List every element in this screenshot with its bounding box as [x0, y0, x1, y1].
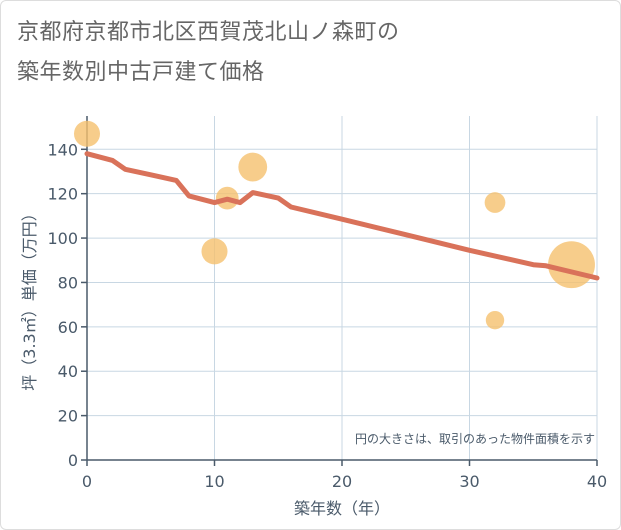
trend-line — [84, 151, 600, 281]
y-tick-label: 20 — [58, 407, 78, 426]
data-bubble — [548, 241, 595, 289]
data-bubble — [201, 238, 228, 265]
x-tick-label: 30 — [459, 472, 479, 491]
chart-title-line-2: 築年数別中古戸建て価格 — [17, 60, 265, 85]
bubble-series — [73, 120, 595, 330]
x-tick-label: 0 — [82, 472, 92, 491]
x-tick-label: 40 — [587, 472, 607, 491]
y-tick-label: 100 — [47, 229, 78, 248]
bubble-size-note: 円の大きさは、取引のあった物件面積を示す — [355, 431, 595, 446]
y-tick-label: 120 — [47, 185, 78, 204]
data-bubble — [238, 152, 268, 182]
y-tick-label: 60 — [58, 318, 78, 337]
y-tick-label: 0 — [68, 451, 78, 470]
y-axis-label: 坪（3.3㎡）単価（万円） — [20, 205, 39, 390]
axes — [81, 116, 598, 466]
x-tick-label: 20 — [332, 472, 352, 491]
horizontal-grid — [87, 148, 597, 417]
vertical-grid — [214, 116, 598, 460]
y-tick-label: 40 — [58, 362, 78, 381]
data-bubble — [485, 310, 505, 330]
x-tick-labels: 0 10 20 30 40 — [82, 472, 607, 491]
y-tick-labels: 0 20 40 60 80 100 120 140 — [47, 140, 78, 470]
x-tick-label: 10 — [204, 472, 224, 491]
x-axis-label: 築年数（年） — [294, 499, 390, 518]
y-tick-label: 140 — [47, 140, 78, 159]
data-bubble — [484, 192, 506, 213]
y-tick-label: 80 — [58, 273, 78, 292]
data-bubble — [73, 120, 101, 147]
chart-title-line-1: 京都府京都市北区西賀茂北山ノ森町の — [17, 20, 400, 45]
